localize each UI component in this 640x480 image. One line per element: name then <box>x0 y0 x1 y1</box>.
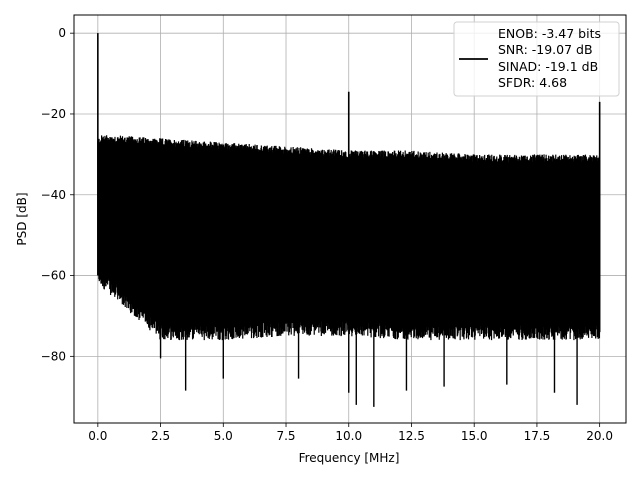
x-tick-label: 5.0 <box>214 429 233 443</box>
legend-entry-sfdr: SFDR: 4.68 <box>498 75 567 90</box>
y-tick-label: 0 <box>58 26 66 40</box>
legend-entry-sinad: SINAD: -19.1 dB <box>498 59 598 74</box>
y-tick-label: −80 <box>41 349 66 363</box>
axes-frame <box>73 14 627 424</box>
y-axis: 0 −20 −40 −60 −80 <box>41 26 74 363</box>
x-tick-label: 0.0 <box>88 429 107 443</box>
legend: ENOB: -3.47 bits SNR: -19.07 dB SINAD: -… <box>453 21 620 97</box>
y-tick-label: −60 <box>41 269 66 283</box>
legend-box <box>453 21 620 97</box>
x-tick-label: 10.0 <box>335 429 362 443</box>
x-tick-label: 20.0 <box>586 429 613 443</box>
x-tick-label: 17.5 <box>524 429 551 443</box>
x-tick-label: 2.5 <box>151 429 170 443</box>
y-axis-label: PSD [dB] <box>15 192 29 245</box>
x-axis-label: Frequency [MHz] <box>299 451 400 465</box>
x-axis: 0.0 2.5 5.0 7.5 10.0 12.5 15.0 17.5 20.0 <box>88 423 613 443</box>
x-tick-label: 7.5 <box>276 429 295 443</box>
plot-area <box>97 33 601 407</box>
legend-entry-snr: SNR: -19.07 dB <box>498 42 593 57</box>
x-tick-label: 15.0 <box>461 429 488 443</box>
y-tick-label: −40 <box>41 188 66 202</box>
legend-entry-enob: ENOB: -3.47 bits <box>498 26 601 41</box>
y-tick-label: −20 <box>41 107 66 121</box>
x-tick-label: 12.5 <box>398 429 425 443</box>
